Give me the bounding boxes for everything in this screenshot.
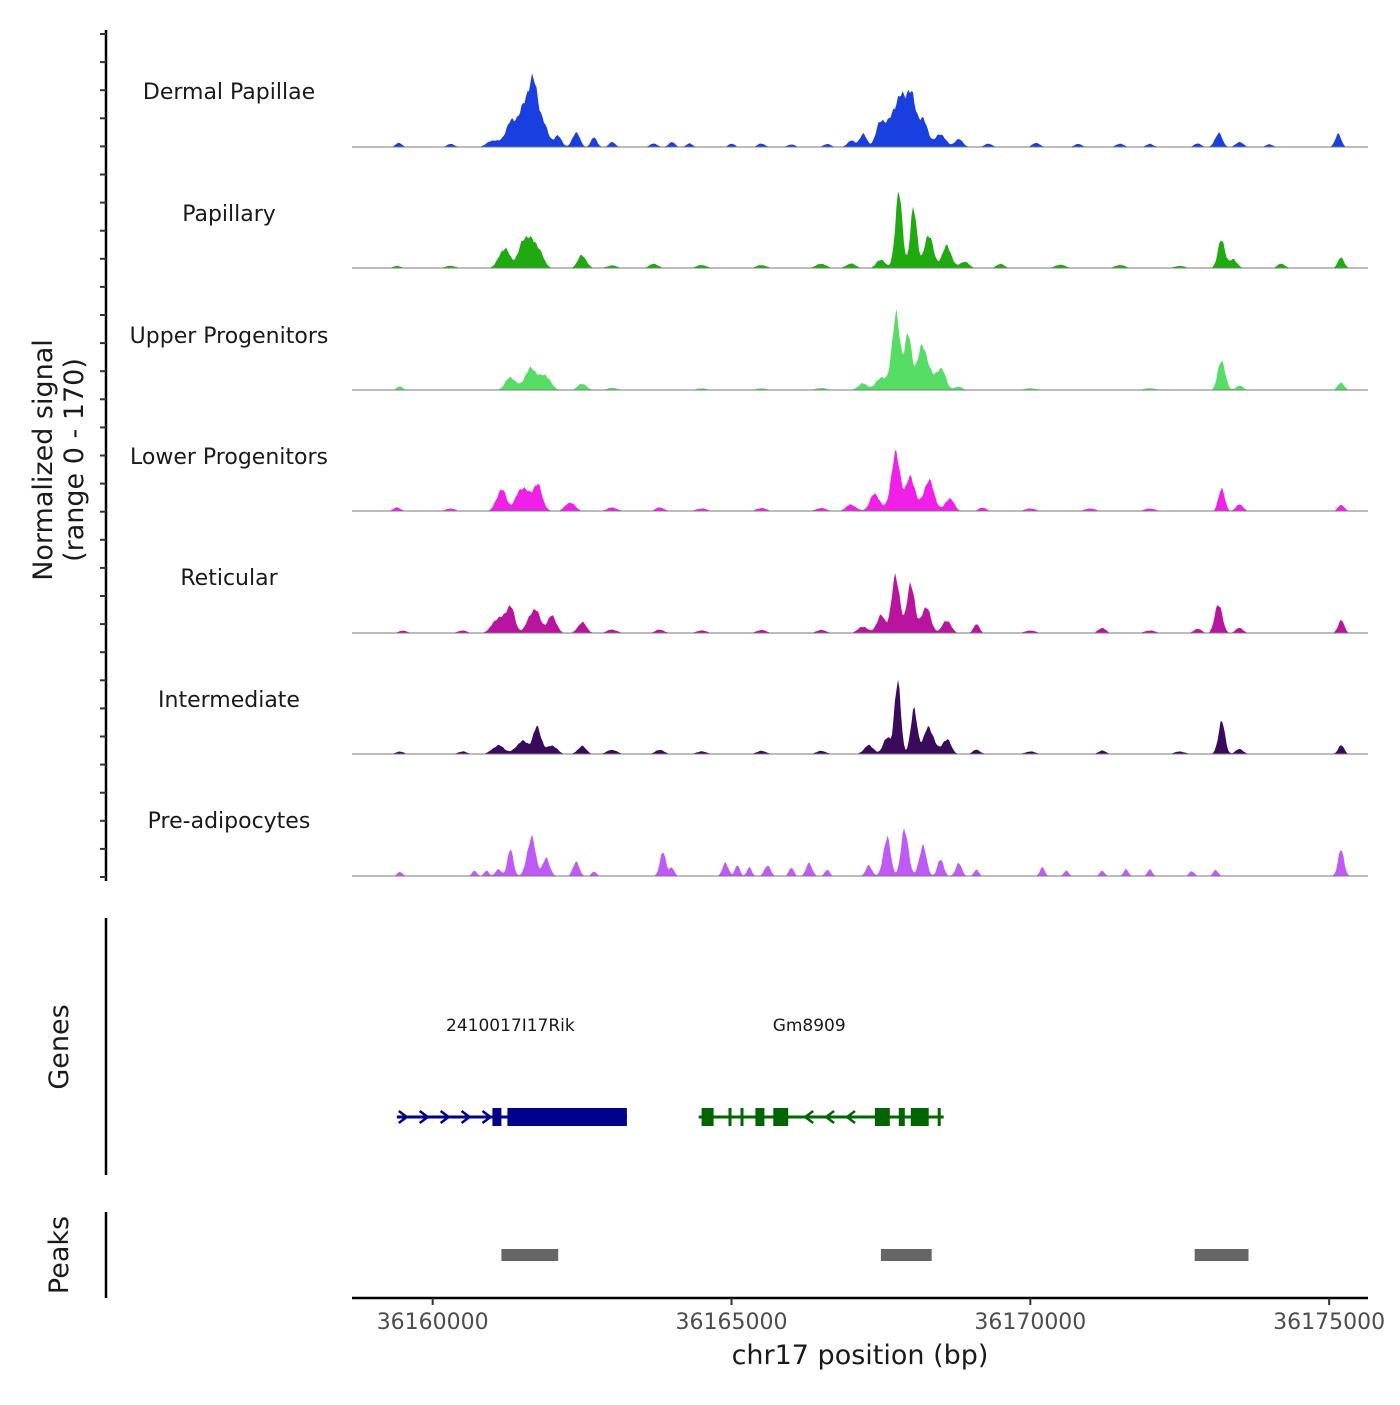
track-label: Lower Progenitors bbox=[130, 445, 328, 470]
peaks-axis-title: Peaks bbox=[44, 1216, 75, 1294]
gene-exon bbox=[898, 1108, 905, 1126]
track-label: Upper Progenitors bbox=[130, 324, 329, 349]
coverage-y-axis-title-line2: (range 0 - 170) bbox=[59, 358, 90, 562]
x-tick-label: 36160000 bbox=[377, 1310, 489, 1335]
track-lower-progenitors: Lower Progenitors bbox=[130, 445, 1368, 512]
track-dermal-papillae: Dermal Papillae bbox=[143, 73, 1368, 148]
peaks-track bbox=[501, 1249, 1249, 1261]
peak-region bbox=[501, 1249, 559, 1261]
gene-exon bbox=[728, 1108, 732, 1126]
track-label: Intermediate bbox=[158, 688, 300, 713]
x-tick-label: 36165000 bbox=[676, 1310, 788, 1335]
gene-label: 2410017I17Rik bbox=[446, 1016, 575, 1036]
gene-exon bbox=[507, 1108, 627, 1126]
y-axes bbox=[100, 30, 108, 1298]
strand-chevron bbox=[844, 1110, 856, 1124]
strand-chevron bbox=[398, 1110, 409, 1124]
signal-area-reticular bbox=[352, 572, 1368, 633]
gene-exon bbox=[937, 1108, 941, 1126]
signal-area-dermal-papillae bbox=[352, 73, 1368, 147]
gene-track: 2410017I17Rik Gm8909 bbox=[396, 1016, 944, 1126]
gene-exon bbox=[773, 1108, 789, 1126]
x-tick-label: 36170000 bbox=[974, 1310, 1086, 1335]
track-pre-adipocytes: Pre-adipocytes bbox=[148, 809, 1368, 877]
signal-area-lower-progenitors bbox=[352, 450, 1368, 511]
peak-region bbox=[1194, 1249, 1249, 1261]
track-label: Dermal Papillae bbox=[143, 80, 315, 105]
track-upper-progenitors: Upper Progenitors bbox=[130, 308, 1368, 391]
signal-area-upper-progenitors bbox=[352, 308, 1368, 390]
signal-area-pre-adipocytes bbox=[352, 828, 1368, 876]
strand-chevron bbox=[481, 1110, 493, 1124]
signal-area-papillary bbox=[352, 191, 1368, 268]
gene-gm8909: Gm8909 bbox=[698, 1016, 944, 1126]
gene-label: Gm8909 bbox=[773, 1016, 846, 1036]
track-label: Pre-adipocytes bbox=[148, 809, 311, 834]
track-intermediate: Intermediate bbox=[158, 679, 1368, 755]
x-axis: 36160000 36165000 36170000 36175000 bbox=[352, 1296, 1385, 1335]
track-label: Papillary bbox=[182, 202, 276, 227]
strand-chevron bbox=[418, 1110, 430, 1124]
gene-exon bbox=[492, 1108, 502, 1126]
track-papillary: Papillary bbox=[182, 191, 1368, 269]
strand-chevron bbox=[824, 1110, 835, 1124]
gene-exon bbox=[874, 1108, 890, 1126]
strand-chevron bbox=[803, 1110, 814, 1124]
gene-exon bbox=[910, 1108, 929, 1126]
gene-exon bbox=[755, 1108, 765, 1126]
coverage-tracks: Dermal Papillae Papillary Upper Progenitor… bbox=[130, 73, 1368, 877]
track-reticular: Reticular bbox=[180, 566, 1368, 634]
strand-chevron bbox=[439, 1110, 451, 1124]
gene-exon bbox=[740, 1108, 744, 1126]
strand-chevron bbox=[460, 1110, 472, 1124]
peak-region bbox=[880, 1249, 932, 1261]
gene-2410017i17rik: 2410017I17Rik bbox=[396, 1016, 627, 1126]
x-tick-label: 36175000 bbox=[1273, 1310, 1385, 1335]
gene-exon bbox=[701, 1108, 714, 1126]
signal-area-intermediate bbox=[352, 679, 1368, 754]
x-axis-title: chr17 position (bp) bbox=[732, 1340, 989, 1371]
genes-axis-title: Genes bbox=[44, 1004, 75, 1089]
coverage-y-axis-title-line1: Normalized signal bbox=[28, 339, 59, 581]
track-label: Reticular bbox=[180, 566, 278, 591]
